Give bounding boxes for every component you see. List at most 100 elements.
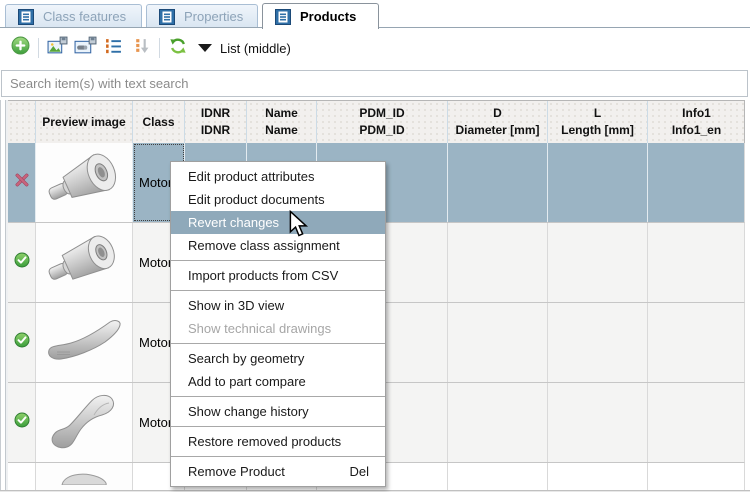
menu-item-restore-removed-products[interactable]: Restore removed products xyxy=(188,434,342,449)
numbered-list-button[interactable] xyxy=(101,36,125,60)
sort-descending-icon xyxy=(133,37,150,59)
part-thumbnail-partial xyxy=(52,469,116,490)
tab-class-features[interactable]: Class features xyxy=(5,4,142,28)
tab-strip: Class features Properties Products xyxy=(0,0,750,29)
menu-separator xyxy=(171,426,385,427)
info1-cell[interactable] xyxy=(648,143,744,222)
length-cell[interactable] xyxy=(548,223,648,302)
toolbar-separator xyxy=(159,38,160,58)
menu-separator xyxy=(171,290,385,291)
preview-image-cell[interactable] xyxy=(36,383,133,462)
info1-cell[interactable] xyxy=(648,463,744,490)
refresh-button[interactable] xyxy=(166,36,190,60)
menu-item-show-in-3d-view[interactable]: Show in 3D view xyxy=(188,298,285,313)
export-preview-images-button[interactable] xyxy=(73,36,97,60)
toolbar: List (middle) xyxy=(0,30,750,66)
refresh-icon xyxy=(169,37,187,60)
length-cell[interactable] xyxy=(548,303,648,382)
menu-item-show-technical-drawings: Show technical drawings xyxy=(188,321,332,336)
menu-separator xyxy=(171,396,385,397)
plus-circle-icon xyxy=(11,36,30,60)
column-header-info1[interactable]: Info1 Info1_en xyxy=(671,106,722,137)
pdm-id-cell[interactable] xyxy=(317,143,448,222)
tab-label: Products xyxy=(300,9,357,24)
wide-picture-save-icon xyxy=(74,36,97,60)
preview-image-cell[interactable] xyxy=(36,223,133,302)
tab-products[interactable]: Products xyxy=(262,3,379,29)
column-header-status[interactable] xyxy=(8,101,36,143)
search-input[interactable] xyxy=(1,70,748,97)
pdm-id-cell[interactable] xyxy=(317,303,448,382)
toolbar-separator xyxy=(38,38,39,58)
part-thumbnail-elbow-tube xyxy=(41,388,127,457)
column-header-diameter[interactable]: D Diameter [mm] xyxy=(448,101,548,143)
panel-document-icon xyxy=(275,8,291,25)
caret-down-icon xyxy=(198,44,212,52)
picture-save-icon xyxy=(47,36,68,60)
menu-item-import-products-from-csv[interactable]: Import products from CSV xyxy=(188,268,339,283)
diameter-cell[interactable] xyxy=(448,303,548,382)
length-cell[interactable] xyxy=(548,143,648,222)
tab-properties[interactable]: Properties xyxy=(146,4,258,28)
status-cell xyxy=(8,303,36,382)
sort-descending-button[interactable] xyxy=(129,36,153,60)
status-cell xyxy=(8,383,36,462)
info1-cell[interactable] xyxy=(648,303,744,382)
menu-item-search-by-geometry[interactable]: Search by geometry xyxy=(188,351,305,366)
length-cell[interactable] xyxy=(548,463,648,490)
panel-document-icon xyxy=(159,8,175,25)
menu-item-remove-product[interactable]: Remove Product Del xyxy=(171,460,385,483)
diameter-cell[interactable] xyxy=(448,143,548,222)
menu-item-edit-product-documents[interactable]: Edit product documents xyxy=(188,192,325,207)
view-mode-label: List (middle) xyxy=(220,40,291,56)
removed-x-icon xyxy=(15,173,29,192)
preview-image-cell[interactable] xyxy=(36,143,133,222)
add-product-button[interactable] xyxy=(8,36,32,60)
bottom-edge xyxy=(0,490,750,492)
status-cell xyxy=(8,143,36,222)
pdm-id-cell[interactable] xyxy=(317,463,448,490)
part-thumbnail-motor-plug xyxy=(41,147,127,218)
ok-check-icon xyxy=(14,252,30,273)
preview-image-cell[interactable] xyxy=(36,303,133,382)
info1-cell[interactable] xyxy=(648,383,744,462)
menu-item-revert-changes[interactable]: Revert changes xyxy=(171,211,385,234)
menu-item-show-change-history[interactable]: Show change history xyxy=(188,404,309,419)
diameter-cell[interactable] xyxy=(448,383,548,462)
panel-document-icon xyxy=(18,8,34,25)
ok-check-icon xyxy=(14,412,30,433)
preview-image-cell[interactable] xyxy=(36,463,133,490)
menu-separator xyxy=(171,343,385,344)
menu-separator xyxy=(171,456,385,457)
diameter-cell[interactable] xyxy=(448,463,548,490)
status-cell xyxy=(8,223,36,302)
tab-label: Properties xyxy=(184,9,244,24)
column-header-preview-image[interactable]: Preview image xyxy=(36,101,133,143)
context-menu: Edit product attributes Edit product doc… xyxy=(170,161,386,487)
table-header: Preview image Class IDNR IDNR Name Name … xyxy=(8,100,745,143)
menu-separator xyxy=(171,260,385,261)
tab-label: Class features xyxy=(43,9,127,24)
column-header-length[interactable]: L Length [mm] xyxy=(548,101,648,143)
diameter-cell[interactable] xyxy=(448,223,548,302)
length-cell[interactable] xyxy=(548,383,648,462)
column-header-idnr[interactable]: IDNR IDNR xyxy=(185,101,247,143)
info1-cell[interactable] xyxy=(648,223,744,302)
part-thumbnail-curved-handle xyxy=(41,312,127,373)
ok-check-icon xyxy=(14,332,30,353)
menu-shortcut: Del xyxy=(349,464,369,479)
view-mode-dropdown[interactable]: List (middle) xyxy=(198,41,291,56)
import-preview-image-button[interactable] xyxy=(45,36,69,60)
numbered-list-icon xyxy=(105,37,122,59)
menu-item-remove-class-assignment[interactable]: Remove class assignment xyxy=(188,238,340,253)
pdm-id-cell[interactable] xyxy=(317,223,448,302)
status-cell xyxy=(8,463,36,490)
row-grip-strip xyxy=(0,100,8,490)
column-header-class[interactable]: Class xyxy=(133,101,185,143)
menu-item-edit-product-attributes[interactable]: Edit product attributes xyxy=(188,169,315,184)
column-header-pdm-id[interactable]: PDM_ID PDM_ID xyxy=(317,101,448,143)
column-header-name[interactable]: Name Name xyxy=(247,101,317,143)
menu-item-add-to-part-compare[interactable]: Add to part compare xyxy=(188,374,306,389)
pdm-id-cell[interactable] xyxy=(317,383,448,462)
